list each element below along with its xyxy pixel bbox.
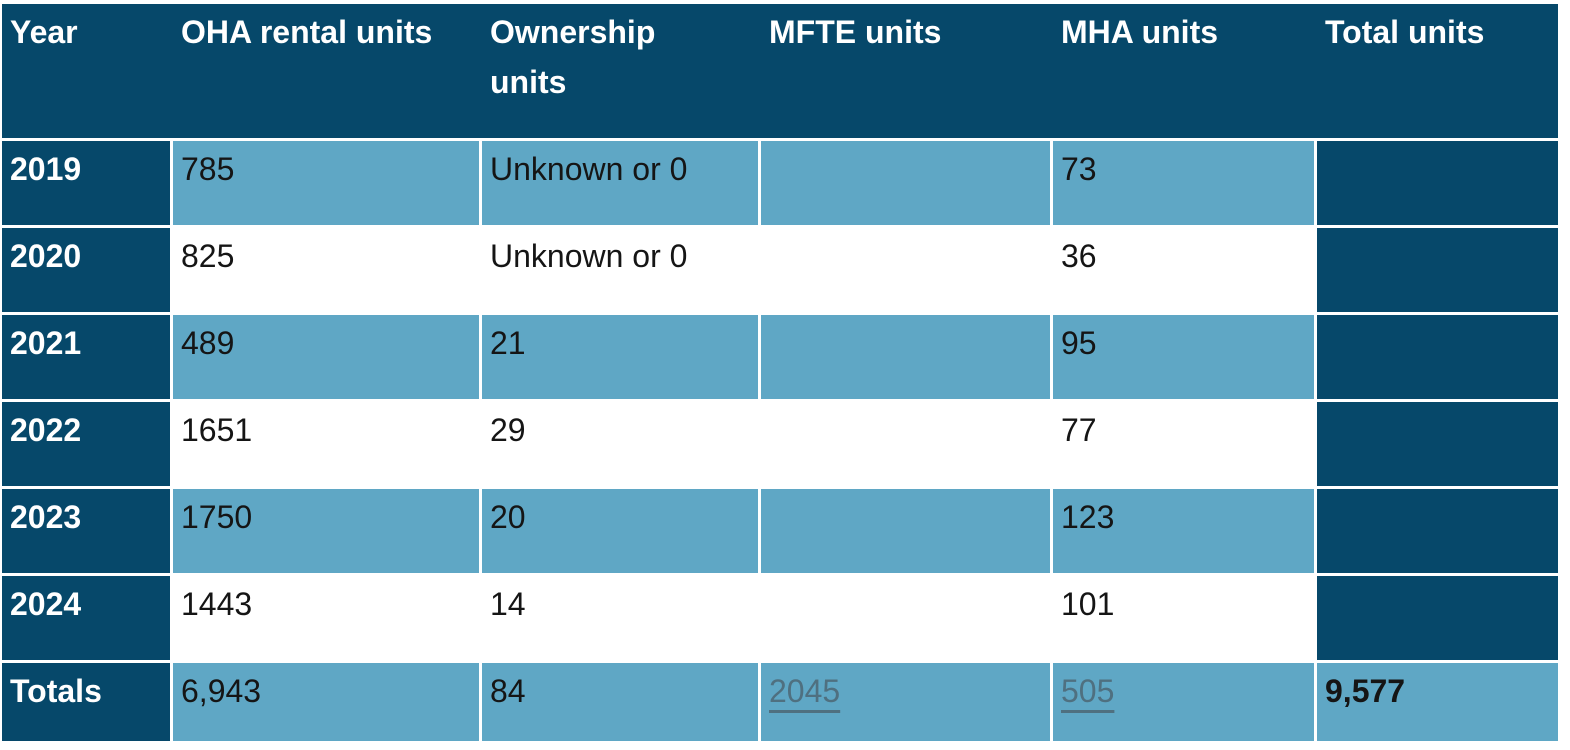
cell-2019-oha: 785 [173,141,479,225]
column-header-year-label: Year [10,14,78,50]
cell-2020-mfte [761,228,1050,312]
cell-totals-oha: 6,943 [173,663,479,741]
cell-2021-mha: 95 [1053,315,1314,399]
column-header-oha-rental-units: OHA rental units [173,4,482,138]
row-header-2019: 2019 [2,141,170,225]
cell-2020-oha: 825 [173,228,479,312]
cell-2023-oha: 1750 [173,489,479,573]
cell-2020-mha: 36 [1053,228,1314,312]
column-header-total-label: Total units [1325,14,1485,50]
cell-2024-mfte [761,576,1050,660]
cell-2023-ownership: 20 [482,489,758,573]
cell-2019-total [1317,141,1558,225]
cell-2019-mha: 73 [1053,141,1314,225]
cell-2024-total [1317,576,1558,660]
cell-2020-total [1317,228,1558,312]
cell-2019-ownership: Unknown or 0 [482,141,758,225]
row-header-2022: 2022 [2,402,170,486]
cell-2023-mfte [761,489,1050,573]
column-header-ownership-label: Ownership units [490,14,656,100]
mha-total-link[interactable]: 505 [1061,673,1115,709]
column-header-ownership-units: Ownership units [482,4,761,138]
cell-2024-ownership: 14 [482,576,758,660]
column-header-year: Year [2,4,173,138]
row-header-2020: 2020 [2,228,170,312]
cell-2022-mha: 77 [1053,402,1314,486]
cell-totals-total: 9,577 [1317,663,1558,741]
cell-2019-mfte [761,141,1050,225]
cell-2022-oha: 1651 [173,402,479,486]
cell-2022-mfte [761,402,1050,486]
cell-2024-mha: 101 [1053,576,1314,660]
cell-2022-total [1317,402,1558,486]
cell-totals-ownership: 84 [482,663,758,741]
row-header-2021: 2021 [2,315,170,399]
column-header-mfte-units: MFTE units [761,4,1053,138]
cell-2022-ownership: 29 [482,402,758,486]
cell-totals-mha: 505 [1053,663,1314,741]
cell-2024-oha: 1443 [173,576,479,660]
row-header-2024: 2024 [2,576,170,660]
cell-2021-ownership: 21 [482,315,758,399]
housing-units-table: Year OHA rental units Ownership units MF… [2,4,1558,741]
table-header-row: Year OHA rental units Ownership units MF… [2,4,1558,138]
cell-2023-mha: 123 [1053,489,1314,573]
column-header-mha-units: MHA units [1053,4,1317,138]
row-header-totals: Totals [2,663,170,741]
column-header-total-units: Total units [1317,4,1558,138]
column-header-mha-label: MHA units [1061,14,1219,50]
cell-2020-ownership: Unknown or 0 [482,228,758,312]
cell-2021-oha: 489 [173,315,479,399]
cell-2021-mfte [761,315,1050,399]
mfte-total-link[interactable]: 2045 [769,673,841,709]
cell-2021-total [1317,315,1558,399]
column-header-mfte-label: MFTE units [769,14,942,50]
cell-2023-total [1317,489,1558,573]
column-header-oha-label: OHA rental units [181,14,433,50]
row-header-2023: 2023 [2,489,170,573]
cell-totals-mfte: 2045 [761,663,1050,741]
